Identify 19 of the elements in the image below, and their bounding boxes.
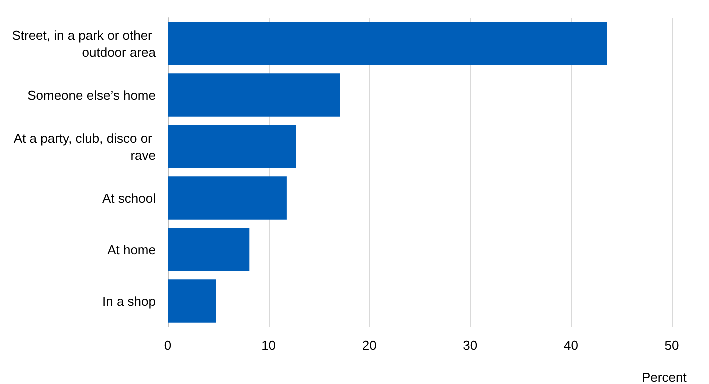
x-axis-title: Percent [642,370,688,384]
x-tick-label: 40 [564,338,578,353]
bar [168,280,216,323]
y-tick-label: At a party, club, disco or rave [14,130,156,163]
bar [168,125,296,168]
x-tick-label: 50 [664,338,680,353]
y-tick-label: At school [102,190,156,206]
bar [168,176,287,220]
bar [168,74,340,117]
x-tick-label: 0 [164,338,172,353]
bar [168,228,250,272]
x-tick-label: 20 [362,338,377,353]
y-tick-label: Someone else’s home [28,88,156,103]
y-tick-label: Street, in a park or other outdoor area [12,28,157,60]
y-tick-label: At home [108,242,156,258]
bar [168,22,608,66]
y-tick-label: In a shop [102,294,156,309]
x-tick-label: 10 [262,338,276,353]
x-tick-label: 30 [463,338,478,353]
